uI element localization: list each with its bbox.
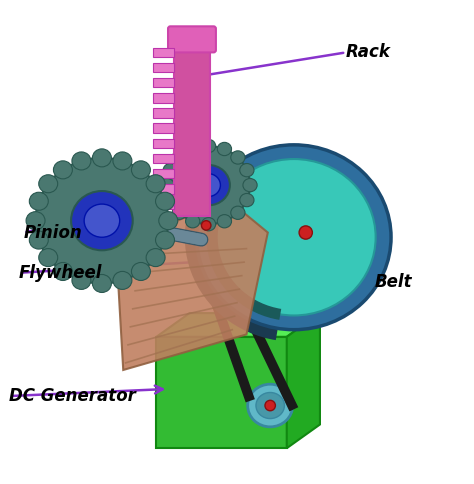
Ellipse shape (84, 204, 119, 237)
Ellipse shape (201, 218, 216, 231)
Bar (153, 169, 174, 179)
Ellipse shape (146, 249, 165, 267)
Ellipse shape (243, 179, 257, 192)
Ellipse shape (186, 214, 200, 228)
Text: Belt: Belt (374, 273, 412, 291)
Ellipse shape (146, 175, 165, 193)
Ellipse shape (201, 139, 216, 152)
Ellipse shape (231, 151, 245, 164)
Ellipse shape (186, 142, 200, 156)
Ellipse shape (54, 161, 73, 179)
Ellipse shape (299, 226, 312, 239)
Polygon shape (116, 199, 268, 370)
Ellipse shape (92, 149, 111, 167)
Ellipse shape (240, 164, 254, 177)
Ellipse shape (39, 249, 58, 267)
Ellipse shape (29, 192, 48, 210)
Ellipse shape (113, 272, 132, 289)
Ellipse shape (212, 159, 375, 316)
Ellipse shape (160, 179, 174, 192)
Ellipse shape (240, 194, 254, 207)
Bar (153, 108, 174, 118)
Ellipse shape (256, 393, 284, 419)
Ellipse shape (131, 161, 150, 179)
Ellipse shape (172, 151, 186, 164)
Ellipse shape (39, 175, 58, 193)
Bar (153, 47, 174, 57)
Ellipse shape (29, 231, 48, 249)
FancyBboxPatch shape (168, 26, 216, 52)
Bar (156, 337, 287, 448)
Bar (153, 139, 174, 148)
Bar (153, 93, 174, 103)
Ellipse shape (197, 145, 391, 330)
Text: Pinion: Pinion (24, 224, 82, 242)
Ellipse shape (265, 400, 275, 411)
Ellipse shape (197, 174, 220, 197)
Ellipse shape (72, 272, 91, 289)
Bar (153, 154, 174, 163)
Ellipse shape (217, 214, 231, 228)
Ellipse shape (231, 206, 245, 219)
Ellipse shape (71, 191, 133, 250)
Bar (153, 63, 174, 72)
Ellipse shape (113, 152, 132, 170)
Ellipse shape (187, 165, 230, 205)
Ellipse shape (54, 262, 73, 281)
Ellipse shape (155, 231, 174, 249)
Ellipse shape (201, 221, 211, 230)
Bar (174, 43, 210, 216)
Bar (153, 199, 174, 209)
Ellipse shape (172, 206, 186, 219)
Polygon shape (156, 313, 320, 337)
Ellipse shape (159, 212, 178, 230)
Ellipse shape (72, 152, 91, 170)
Ellipse shape (163, 164, 177, 177)
Ellipse shape (131, 262, 150, 281)
Text: DC Generator: DC Generator (9, 387, 137, 405)
Polygon shape (287, 313, 320, 448)
Text: Rack: Rack (346, 44, 391, 61)
Ellipse shape (163, 194, 177, 207)
Text: Flywheel: Flywheel (19, 264, 102, 282)
Bar (153, 184, 174, 194)
Bar (153, 78, 174, 88)
Bar (153, 123, 174, 133)
Ellipse shape (167, 146, 250, 224)
Ellipse shape (155, 192, 174, 210)
Ellipse shape (36, 158, 168, 284)
Ellipse shape (217, 142, 231, 156)
Ellipse shape (247, 384, 292, 427)
Ellipse shape (26, 212, 45, 230)
Ellipse shape (92, 274, 111, 292)
